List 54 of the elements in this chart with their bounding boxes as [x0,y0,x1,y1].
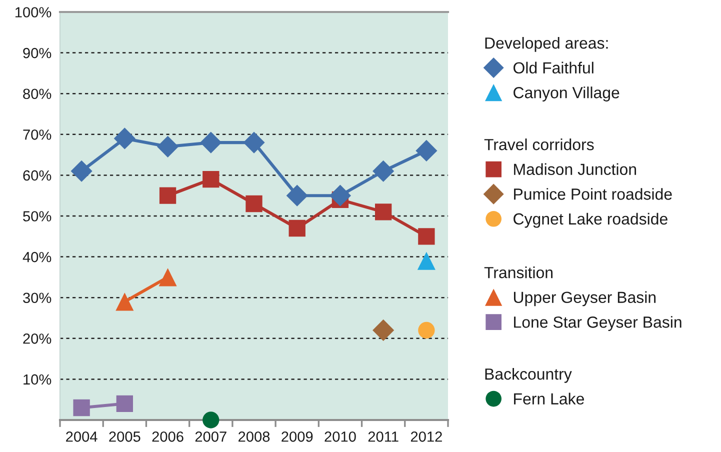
legend-label: Old Faithful [514,62,594,74]
point [159,187,176,204]
point [417,252,436,270]
y-tick-label: 30% [23,292,52,304]
y-tick-label: 20% [23,334,52,344]
point [372,160,394,182]
point [418,322,435,339]
legend-label: Pumice Point roadside [514,188,672,200]
point [329,184,352,206]
point [73,399,90,416]
point [70,160,92,182]
x-tick-label: 2008 [238,431,270,442]
legend-label: Upper Geyser Basin [514,291,656,306]
text: Developed areas: [485,37,608,52]
point [418,228,435,245]
point [246,195,262,212]
point [156,136,179,158]
x-tick-label: 2007 [195,431,226,442]
x-tick-label: 2009 [282,431,313,442]
y-tick-label: 50% [23,211,52,222]
point [116,292,134,311]
y-tick-label: 80% [23,88,52,100]
x-tick-label: 2010 [324,431,356,442]
legend-label: Fern Lake [514,392,584,405]
x-tick-label: 2011 [368,431,398,442]
text: Travel corridors [484,138,594,150]
point [286,184,308,206]
point [288,220,306,237]
point [375,204,392,220]
y-tick-label: 40% [22,252,52,262]
y-tick-label: 90% [23,48,52,58]
point [116,395,133,412]
point [243,132,265,154]
text: Transition [484,266,552,278]
legend-label: Madison Junction [514,163,636,176]
point [158,268,177,286]
point [202,170,220,188]
text: Backcountry [485,368,572,383]
legend-label: Lone Star Geyser Basin [514,316,682,331]
x-tick-label: 2006 [152,431,184,442]
point [416,140,438,162]
point [200,132,222,154]
x-tick-label: 2005 [109,431,140,442]
point [114,128,136,150]
x-tick-label: 2004 [66,431,98,442]
x-tick-label: 2012 [410,431,442,442]
y-tick-label: 10% [24,374,52,385]
y-tick-label: 60% [23,170,52,181]
point [202,412,220,428]
legend-label: Cygnet Lake roadside [514,212,668,228]
y-tick-label: 70% [23,130,52,140]
point [372,319,394,342]
legend-label: Canyon Village [514,86,620,102]
y-tick-label: 100% [15,7,52,18]
